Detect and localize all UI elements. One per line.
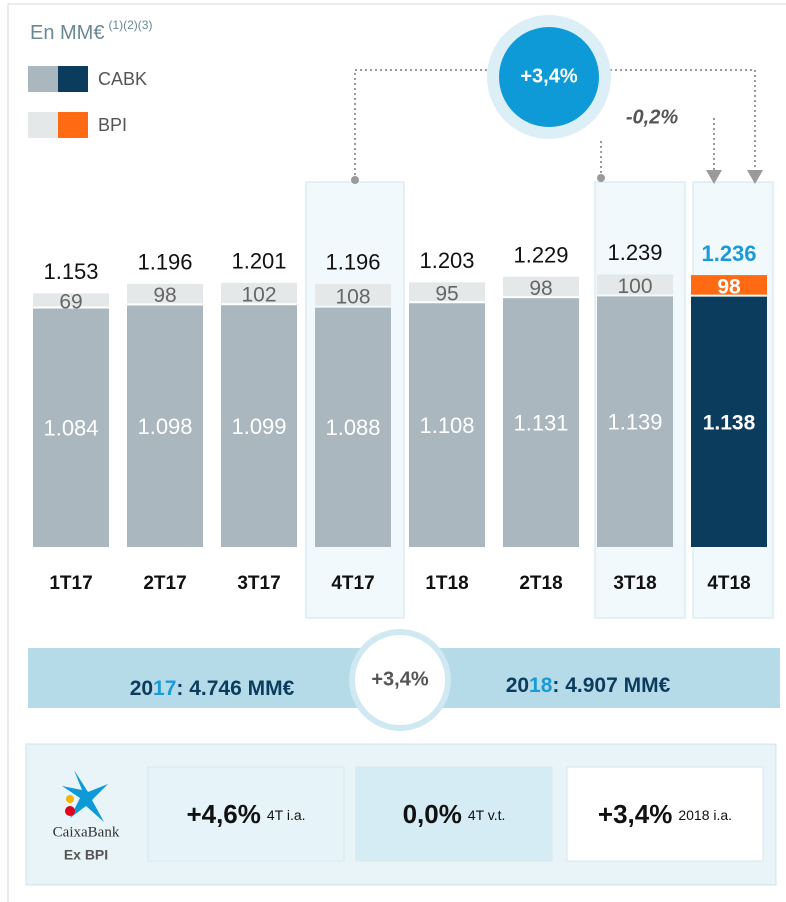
kpi-value: +4,6%	[186, 799, 260, 829]
value-label: 102	[241, 284, 276, 307]
x-tick-label: 2T18	[519, 573, 562, 594]
logo-note: Ex BPI	[64, 847, 108, 863]
connectors	[354, 69, 756, 180]
kpi: 0,0% 4T v.t.	[403, 799, 506, 829]
boxes: +4,6% 4T i.a. 0,0% 4T v.t. +3,4% 2018 i.a.	[147, 766, 764, 862]
dot	[351, 176, 359, 184]
total-label: 1.203	[419, 248, 474, 273]
subtitle-text: En MM€	[30, 22, 104, 44]
value-label: 1.084	[43, 416, 98, 441]
legend-label: BPI	[98, 115, 127, 135]
logo	[62, 770, 108, 822]
year: 17	[153, 677, 176, 700]
value-label: 69	[59, 290, 82, 313]
x-tick-label: 4T18	[707, 573, 750, 594]
total-label: 1.239	[607, 240, 662, 265]
kpi: +4,6% 4T i.a.	[186, 799, 305, 829]
annotation: +3,4%	[520, 65, 577, 87]
annotation: -0,2%	[626, 106, 678, 128]
year: 20	[130, 677, 153, 700]
value-label: 1.138	[703, 411, 756, 434]
total-label: 1.196	[137, 250, 192, 275]
bar-segment	[315, 307, 391, 547]
summary-right: 2018: 4.907 MM€	[506, 674, 671, 697]
value-label: 1.098	[137, 414, 192, 439]
kpi: +3,4% 2018 i.a.	[598, 799, 732, 829]
value-label: 98	[153, 284, 176, 307]
total-label: 1.201	[231, 249, 286, 274]
bar-segment	[691, 275, 767, 295]
bar-segment	[221, 305, 297, 547]
x-tick-label: 2T17	[143, 573, 186, 594]
bar-segment	[597, 296, 673, 547]
value-label: 1.088	[325, 415, 380, 440]
frame	[7, 3, 786, 902]
value-label: 108	[335, 285, 370, 308]
total-label: 1.229	[513, 242, 568, 267]
kpi-note: 4T i.a.	[267, 807, 306, 823]
value-label: 95	[435, 282, 458, 305]
legend-swatch	[28, 66, 58, 92]
year: 18	[529, 674, 553, 697]
subtitle-note: (1)(2)(3)	[108, 18, 152, 32]
total-label: 1.196	[325, 250, 380, 275]
value-label: 1.131	[513, 410, 568, 435]
kpi-value: 0,0%	[403, 799, 462, 829]
value-label: 1.099	[231, 414, 286, 439]
bar-segment	[409, 303, 485, 547]
summary-change: +3,4%	[371, 668, 428, 690]
amount: : 4.907 MM€	[552, 674, 670, 697]
kpi-note: 4T v.t.	[468, 807, 506, 823]
x-tick-label: 1T17	[49, 573, 92, 594]
x-tick-label: 3T18	[613, 573, 656, 594]
bar-segment	[127, 283, 203, 304]
value-label: 1.108	[419, 413, 474, 438]
bubble	[499, 27, 599, 127]
total-label: 1.236	[701, 241, 756, 266]
bar-segment	[597, 274, 673, 295]
bar-segment	[503, 276, 579, 297]
bar-segment	[691, 296, 767, 547]
subtitle: En MM€ (1)(2)(3)	[30, 18, 152, 44]
arrow	[706, 170, 763, 184]
bar-segment	[127, 305, 203, 547]
bar-segment	[503, 298, 579, 547]
bar-segment	[33, 308, 109, 547]
legend-swatch	[58, 66, 88, 92]
value-label: 100	[617, 275, 652, 298]
x-tick-label: 1T18	[425, 573, 468, 594]
legend-swatch	[58, 112, 88, 138]
logo-text: CaixaBank	[53, 824, 120, 840]
kpi-box	[355, 766, 553, 862]
legend-label: CABK	[98, 69, 147, 89]
summary-circle	[349, 629, 451, 731]
bar-segment	[315, 283, 391, 306]
legend-swatch	[28, 112, 58, 138]
value-label: 98	[717, 275, 741, 298]
dot	[597, 174, 605, 182]
x-tick-label: 3T17	[237, 573, 280, 594]
amount: : 4.746 MM€	[176, 677, 294, 700]
bar-segment	[409, 282, 485, 302]
summary-left: 2017: 4.746 MM€	[130, 677, 295, 700]
kpi-value: +3,4%	[598, 799, 672, 829]
kpi-box	[147, 766, 345, 862]
bar-segment	[221, 282, 297, 304]
total-label: 1.153	[43, 259, 98, 284]
bar-segment	[33, 293, 109, 307]
value-label: 98	[529, 277, 552, 300]
value-label: 1.139	[607, 410, 662, 435]
x-tick-label: 4T17	[331, 573, 374, 594]
year: 20	[506, 674, 529, 697]
kpi-note: 2018 i.a.	[678, 807, 732, 823]
kpi-box	[566, 766, 764, 862]
